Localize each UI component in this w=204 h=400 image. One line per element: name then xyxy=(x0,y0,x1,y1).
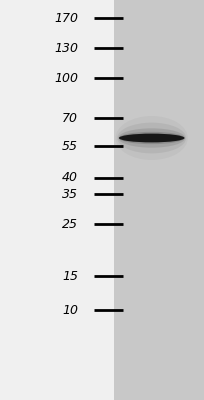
Text: 100: 100 xyxy=(54,72,78,84)
Text: 10: 10 xyxy=(62,304,78,316)
Ellipse shape xyxy=(117,122,185,153)
Bar xyxy=(113,0,204,400)
Ellipse shape xyxy=(118,132,184,144)
Text: 15: 15 xyxy=(62,270,78,282)
Text: 130: 130 xyxy=(54,42,78,54)
Text: 55: 55 xyxy=(62,140,78,152)
Text: 35: 35 xyxy=(62,188,78,200)
Ellipse shape xyxy=(118,128,184,148)
Text: 40: 40 xyxy=(62,172,78,184)
Text: 25: 25 xyxy=(62,218,78,230)
Ellipse shape xyxy=(118,134,184,142)
Text: 70: 70 xyxy=(62,112,78,124)
Ellipse shape xyxy=(115,116,187,160)
Text: 170: 170 xyxy=(54,12,78,24)
